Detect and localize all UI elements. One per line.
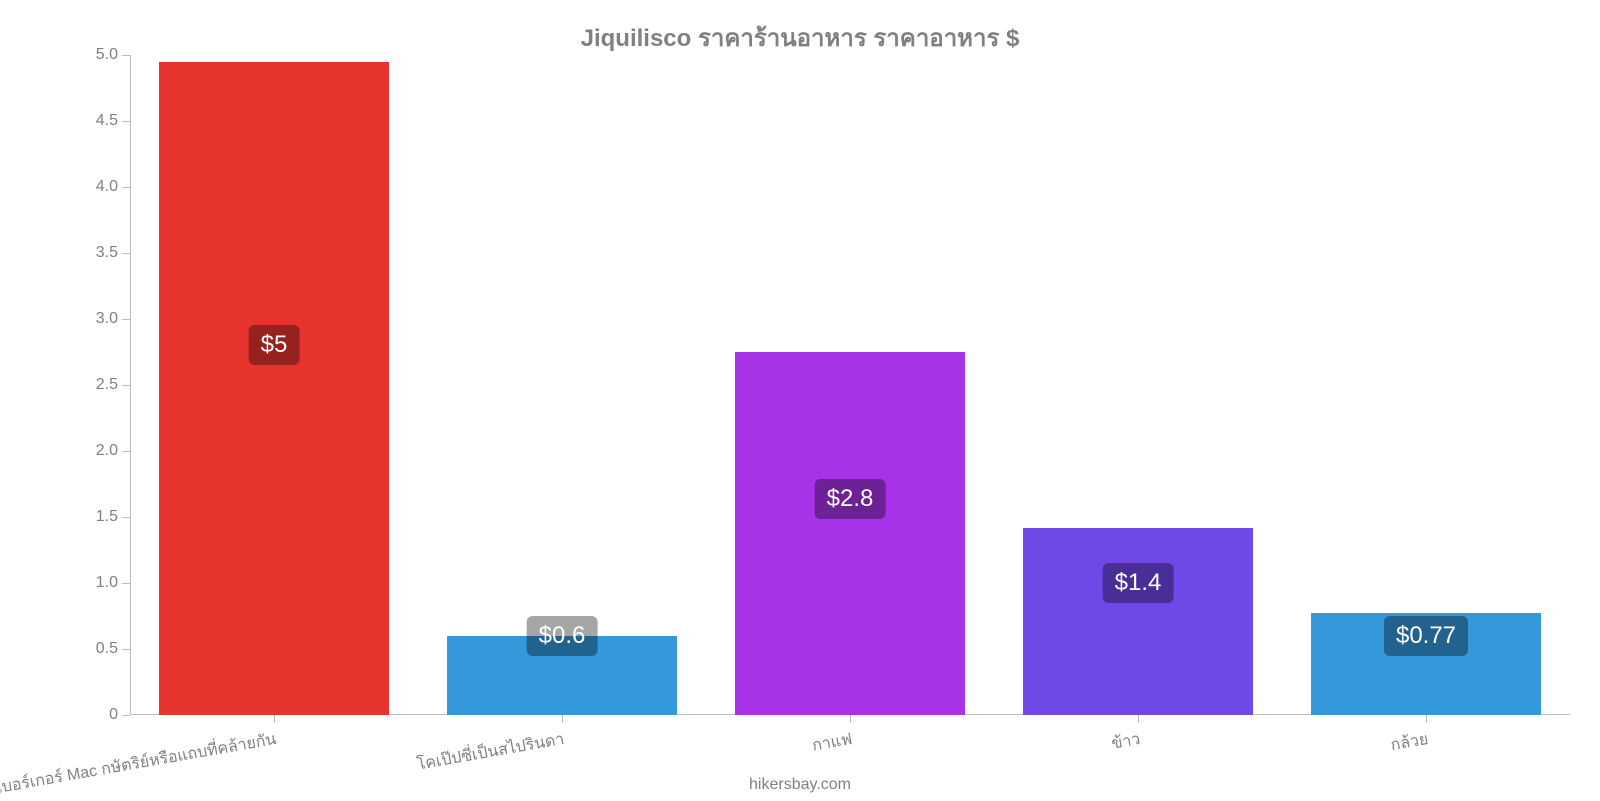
x-tick: [1138, 715, 1139, 723]
chart-title: Jiquilisco ราคาร้านอาหาร ราคาอาหาร $: [0, 18, 1600, 57]
y-tick-label: 1.0: [96, 574, 118, 592]
bar-value-label: $0.6: [527, 616, 598, 656]
bar: [159, 62, 389, 715]
y-tick: [122, 55, 130, 56]
y-tick-label: 5.0: [96, 46, 118, 64]
y-axis-line: [130, 55, 131, 715]
x-tick-label: กล้วย: [1389, 727, 1431, 758]
x-tick: [850, 715, 851, 723]
x-tick: [1426, 715, 1427, 723]
y-tick: [122, 385, 130, 386]
y-tick-label: 0: [109, 706, 118, 724]
plot-area: 00.51.01.52.02.53.03.54.04.55.0เบอร์เกอร…: [130, 55, 1570, 715]
x-tick-label: กาแฟ: [810, 727, 854, 759]
y-tick-label: 3.0: [96, 310, 118, 328]
y-tick: [122, 649, 130, 650]
y-tick: [122, 583, 130, 584]
y-tick: [122, 121, 130, 122]
bar-chart: Jiquilisco ราคาร้านอาหาร ราคาอาหาร $ 00.…: [0, 0, 1600, 800]
y-tick: [122, 253, 130, 254]
bar-value-label: $2.8: [815, 479, 886, 519]
y-tick: [122, 517, 130, 518]
x-tick: [562, 715, 563, 723]
y-tick-label: 1.5: [96, 508, 118, 526]
y-tick-label: 2.0: [96, 442, 118, 460]
y-tick-label: 3.5: [96, 244, 118, 262]
bar: [1023, 528, 1253, 715]
bar: [735, 352, 965, 715]
x-tick-label: โคเป๊ปซี่เป็นสไปรินดา: [415, 727, 566, 778]
y-tick-label: 4.5: [96, 112, 118, 130]
y-tick-label: 4.0: [96, 178, 118, 196]
y-tick: [122, 715, 130, 716]
x-tick-label: ข้าว: [1110, 727, 1143, 757]
y-tick-label: 0.5: [96, 640, 118, 658]
chart-footer: hikersbay.com: [0, 776, 1600, 794]
y-tick-label: 2.5: [96, 376, 118, 394]
y-tick: [122, 451, 130, 452]
y-tick: [122, 187, 130, 188]
bar-value-label: $5: [249, 325, 300, 365]
bar-value-label: $0.77: [1384, 616, 1468, 656]
y-tick: [122, 319, 130, 320]
x-tick: [274, 715, 275, 723]
bar-value-label: $1.4: [1103, 563, 1174, 603]
